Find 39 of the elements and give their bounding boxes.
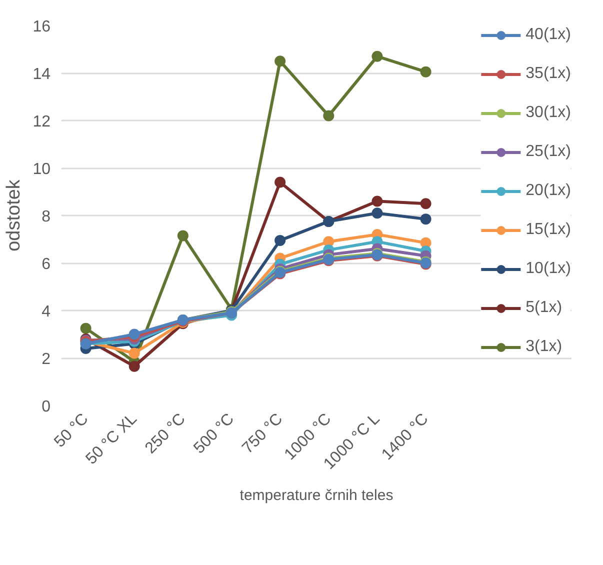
x-axis-title: temperature črnih teles bbox=[240, 486, 394, 504]
point bbox=[372, 208, 383, 219]
x-tick-label: 50 °C bbox=[51, 410, 92, 451]
legend-label: 40(1x) bbox=[526, 26, 571, 44]
y-tick-label: 14 bbox=[32, 66, 51, 83]
y-tick-label: 8 bbox=[42, 208, 51, 226]
point bbox=[274, 176, 286, 188]
point bbox=[128, 328, 140, 340]
legend-label: 30(1x) bbox=[526, 104, 571, 122]
y-tick-label: 0 bbox=[42, 398, 51, 416]
point bbox=[128, 348, 140, 359]
point bbox=[80, 322, 92, 334]
point bbox=[372, 50, 383, 62]
point bbox=[420, 214, 432, 225]
point bbox=[128, 360, 140, 372]
y-tick-label: 6 bbox=[42, 256, 51, 273]
y-tick-label: 10 bbox=[32, 161, 51, 178]
x-tick-label: 250 °C bbox=[142, 410, 189, 458]
y-tick-label: 2 bbox=[42, 351, 51, 368]
y-axis-title: odstotek bbox=[4, 179, 25, 252]
legend-label: 10(1x) bbox=[526, 260, 571, 278]
x-tick-label: 750 °C bbox=[239, 410, 286, 458]
legend-label: 5(1x) bbox=[526, 299, 562, 317]
point bbox=[420, 66, 432, 78]
y-tick-label: 12 bbox=[32, 114, 51, 130]
legend-label: 25(1x) bbox=[526, 143, 571, 161]
point bbox=[372, 196, 383, 207]
point bbox=[420, 198, 432, 210]
y-tick-label: 4 bbox=[42, 304, 51, 320]
legend-label: 20(1x) bbox=[526, 182, 571, 200]
point bbox=[323, 110, 334, 122]
legend-label: 15(1x) bbox=[526, 221, 571, 239]
y-tick-label: 16 bbox=[32, 18, 51, 36]
legend-label: 3(1x) bbox=[526, 338, 562, 356]
point bbox=[274, 56, 286, 67]
point bbox=[177, 230, 188, 242]
x-tick-label: 500 °C bbox=[190, 410, 238, 458]
legend-label: 35(1x) bbox=[526, 65, 571, 83]
point bbox=[274, 234, 286, 246]
